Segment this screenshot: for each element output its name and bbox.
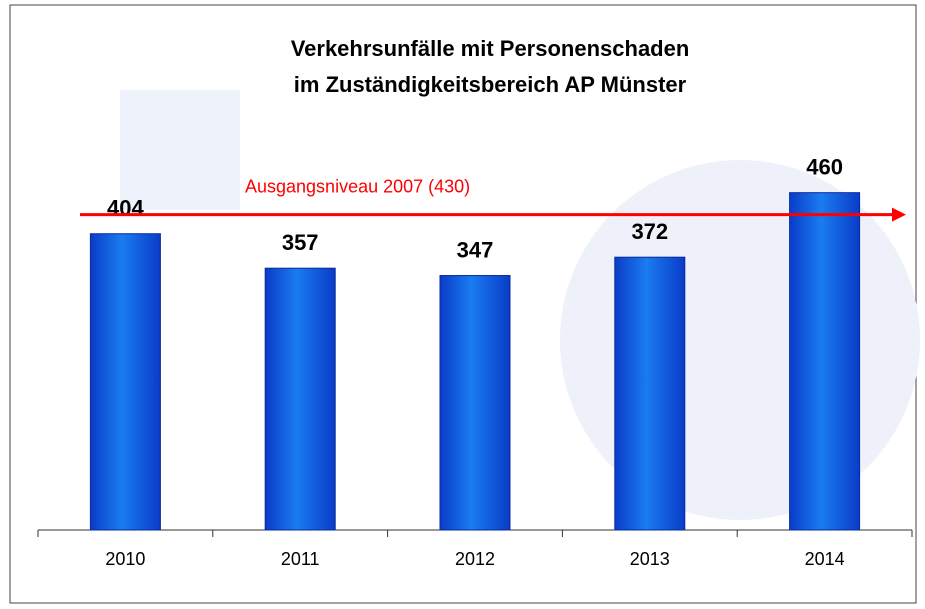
bar bbox=[615, 257, 685, 530]
x-tick-label: 2012 bbox=[455, 549, 495, 569]
bar bbox=[265, 268, 335, 530]
bar bbox=[440, 276, 510, 530]
x-tick-label: 2010 bbox=[105, 549, 145, 569]
watermark bbox=[120, 90, 240, 210]
bar bbox=[90, 234, 160, 530]
reference-label: Ausgangsniveau 2007 (430) bbox=[245, 176, 470, 196]
bar bbox=[790, 193, 860, 530]
chart-title: Verkehrsunfälle mit Personenschaden bbox=[291, 36, 690, 61]
page: Verkehrsunfälle mit Personenschaden im Z… bbox=[0, 0, 925, 609]
chart-title: im Zuständigkeitsbereich AP Münster bbox=[294, 72, 687, 97]
data-label: 357 bbox=[282, 230, 319, 255]
x-tick-label: 2011 bbox=[281, 549, 320, 569]
data-label: 372 bbox=[631, 219, 668, 244]
data-label: 347 bbox=[457, 237, 494, 262]
data-label: 460 bbox=[806, 154, 843, 179]
x-tick-label: 2014 bbox=[805, 549, 845, 569]
data-label: 404 bbox=[107, 196, 144, 221]
chart: Verkehrsunfälle mit Personenschaden im Z… bbox=[0, 0, 925, 609]
x-tick-label: 2013 bbox=[630, 549, 670, 569]
